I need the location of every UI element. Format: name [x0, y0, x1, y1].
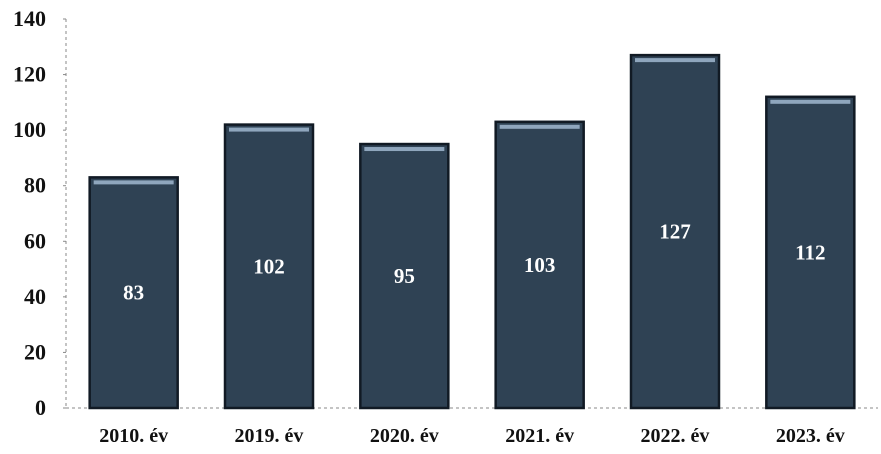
- bar-data-label: 103: [524, 253, 556, 277]
- bar: [359, 142, 450, 410]
- bar-data-label: 95: [394, 264, 415, 288]
- y-tick-label: 40: [24, 284, 46, 309]
- bar-top-highlight: [364, 147, 445, 152]
- bar-data-label: 112: [795, 240, 825, 264]
- bar: [223, 123, 315, 410]
- bar-top-highlight: [635, 58, 715, 63]
- bar: [88, 176, 179, 410]
- chart-bars: 83 102 95 103 127 112: [88, 53, 856, 410]
- bar: [494, 120, 585, 410]
- bar-data-label: 127: [659, 220, 691, 244]
- x-category-label: 2023. év: [776, 425, 845, 447]
- x-category-label: 2020. év: [370, 425, 439, 447]
- y-tick-label: 0: [35, 395, 46, 420]
- y-tick-label: 100: [13, 117, 46, 142]
- x-category-label: 2010. év: [99, 425, 168, 447]
- bar: [629, 53, 721, 410]
- y-tick-labels: 0 20 40 60 80 100 120 140: [13, 6, 66, 420]
- bar-top-highlight: [229, 127, 309, 132]
- y-tick-label: 120: [13, 62, 46, 87]
- bar-top-highlight: [499, 124, 580, 129]
- bar-top-highlight: [770, 99, 851, 104]
- y-tick-label: 80: [24, 173, 46, 198]
- bar-top-highlight: [93, 180, 174, 185]
- x-category-label: 2019. év: [235, 425, 304, 447]
- x-category-labels: 2010. év 2019. év 2020. év 2021. év 2022. év…: [99, 425, 845, 447]
- y-tick-label: 140: [13, 6, 46, 31]
- x-category-label: 2022. év: [641, 425, 710, 447]
- bar-data-label: 102: [253, 254, 285, 278]
- y-tick-label: 20: [24, 339, 46, 364]
- y-tick-label: 60: [24, 228, 46, 253]
- x-category-label: 2021. év: [505, 425, 574, 447]
- bar: [765, 95, 856, 410]
- chart-axes: [65, 19, 878, 409]
- bar-data-label: 83: [123, 281, 144, 305]
